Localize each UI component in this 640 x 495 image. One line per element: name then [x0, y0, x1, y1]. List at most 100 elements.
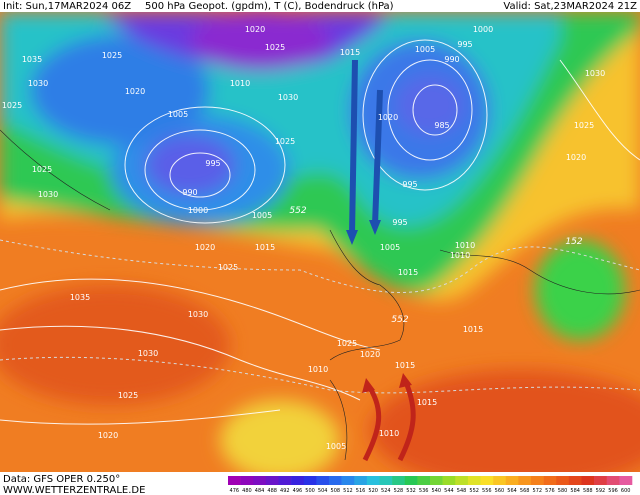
colorbar-label: 500: [305, 488, 315, 494]
pressure-label: 1005: [415, 45, 435, 54]
colorbar-swatch: [240, 476, 254, 485]
colorbar-label: 588: [583, 488, 593, 494]
pressure-label: 1000: [188, 206, 208, 215]
colorbar-swatch: [417, 476, 431, 485]
colorbar-swatch: [303, 476, 317, 485]
pressure-label: 995: [205, 159, 220, 168]
pressure-label: 1010: [230, 79, 250, 88]
colorbar-swatch: [455, 476, 469, 485]
pressure-label: 1030: [138, 349, 158, 358]
colorbar-swatch: [594, 476, 608, 485]
geopotential-label: 552: [391, 315, 408, 325]
map-title: 500 hPa Geopot. (gpdm), T (C), Bodendruc…: [145, 1, 394, 12]
colorbar-label: 532: [406, 488, 416, 494]
colorbar-swatch: [354, 476, 368, 485]
colorbar-label: 540: [432, 488, 442, 494]
colorbar-swatch: [505, 476, 519, 485]
colorbar-label: 548: [457, 488, 467, 494]
colorbar-label: 536: [419, 488, 429, 494]
colorbar-label: 484: [255, 488, 265, 494]
pressure-label: 1030: [188, 310, 208, 319]
colorbar-label: 584: [570, 488, 580, 494]
colorbar-swatch: [430, 476, 443, 485]
colorbar-swatch: [341, 476, 355, 485]
pressure-label: 985: [434, 121, 449, 130]
init-time: Init: Sun,17MAR2024 06Z: [3, 1, 131, 12]
colorbar-swatch: [316, 476, 330, 485]
colorbar-swatch: [278, 476, 292, 485]
colorbar-label: 524: [381, 488, 391, 494]
pressure-label: 1005: [326, 442, 346, 451]
colorbar-swatch: [392, 476, 406, 485]
pressure-label: 1010: [308, 365, 328, 374]
colorbar-swatch: [518, 476, 532, 485]
data-source: Data: GFS OPER 0.250°: [3, 474, 120, 485]
pressure-label: 1015: [395, 361, 415, 370]
colorbar-swatch: [480, 476, 494, 485]
pressure-label: 1025: [574, 121, 594, 130]
pressure-label: 1010: [455, 241, 475, 250]
pressure-label: 1010: [379, 429, 399, 438]
pressure-label: 1035: [22, 55, 42, 64]
pressure-label: 1030: [278, 93, 298, 102]
colorbar-swatch: [291, 476, 305, 485]
pressure-label: 1025: [2, 101, 22, 110]
map-field: 1035 102510301025102010059959901000101010…: [0, 12, 640, 472]
pressure-label: 1025: [337, 339, 357, 348]
pressure-label: 1000: [473, 25, 493, 34]
colorbar: 476 480 484 488 492 496 500 504 508 512 516 520 524 5…: [228, 476, 633, 494]
colorbar-swatch: [467, 476, 481, 485]
pressure-label: 1020: [378, 113, 398, 122]
geopotential-label: 552: [289, 206, 306, 216]
flow-arrows: [346, 59, 416, 462]
pressure-label: 1015: [463, 325, 483, 334]
colorbar-label: 516: [356, 488, 366, 494]
colorbar-label: 552: [469, 488, 479, 494]
pressure-label: 1025: [275, 137, 295, 146]
colorbar-label: 580: [558, 488, 568, 494]
colorbar-label: 496: [293, 488, 303, 494]
colorbar-label: 528: [394, 488, 404, 494]
header-bar: [0, 0, 640, 12]
colorbar-label: 592: [596, 488, 606, 494]
coastlines: [0, 129, 640, 461]
colorbar-swatch: [442, 476, 456, 485]
pressure-label: 1010: [450, 251, 470, 260]
colorbar-swatch: [568, 476, 582, 485]
colorbar-swatch: [619, 476, 633, 485]
colorbar-swatch: [493, 476, 507, 485]
colorbar-label: 576: [545, 488, 555, 494]
pressure-label: 1005: [168, 110, 188, 119]
pressure-label: 1025: [102, 51, 122, 60]
colorbar-label: 544: [444, 488, 454, 494]
colorbar-label: 504: [318, 488, 328, 494]
colorbar-label: 520: [368, 488, 378, 494]
colorbar-swatch: [228, 476, 241, 485]
isobars: [0, 39, 640, 425]
colorbar-label: 600: [621, 488, 631, 494]
pressure-label: 1020: [566, 153, 586, 162]
isotherms: [0, 239, 640, 394]
pressure-label: 1020: [245, 25, 265, 34]
pressure-label: 995: [402, 180, 417, 189]
colorbar-label: 480: [242, 488, 252, 494]
pressure-label: 1030: [585, 69, 605, 78]
colorbar-swatch: [366, 476, 380, 485]
colorbar-swatch: [556, 476, 570, 485]
colorbar-label: 560: [495, 488, 505, 494]
pressure-label: 1005: [380, 243, 400, 252]
colorbar-label: 564: [507, 488, 517, 494]
pressure-label: 990: [444, 55, 459, 64]
pressure-label: 1025: [218, 263, 238, 272]
pressure-label: 1015: [340, 48, 360, 57]
pressure-label: 1020: [195, 243, 215, 252]
pressure-label: 1020: [360, 350, 380, 359]
colorbar-label: 476: [230, 488, 240, 494]
valid-time: Valid: Sat,23MAR2024 21Z: [503, 1, 637, 12]
colorbar-swatch: [253, 476, 267, 485]
pressure-label: 1020: [125, 87, 145, 96]
pressure-label: 1025: [265, 43, 285, 52]
pressure-label: 995: [457, 40, 472, 49]
site: WWW.WETTERZENTRALE.DE: [3, 485, 145, 495]
